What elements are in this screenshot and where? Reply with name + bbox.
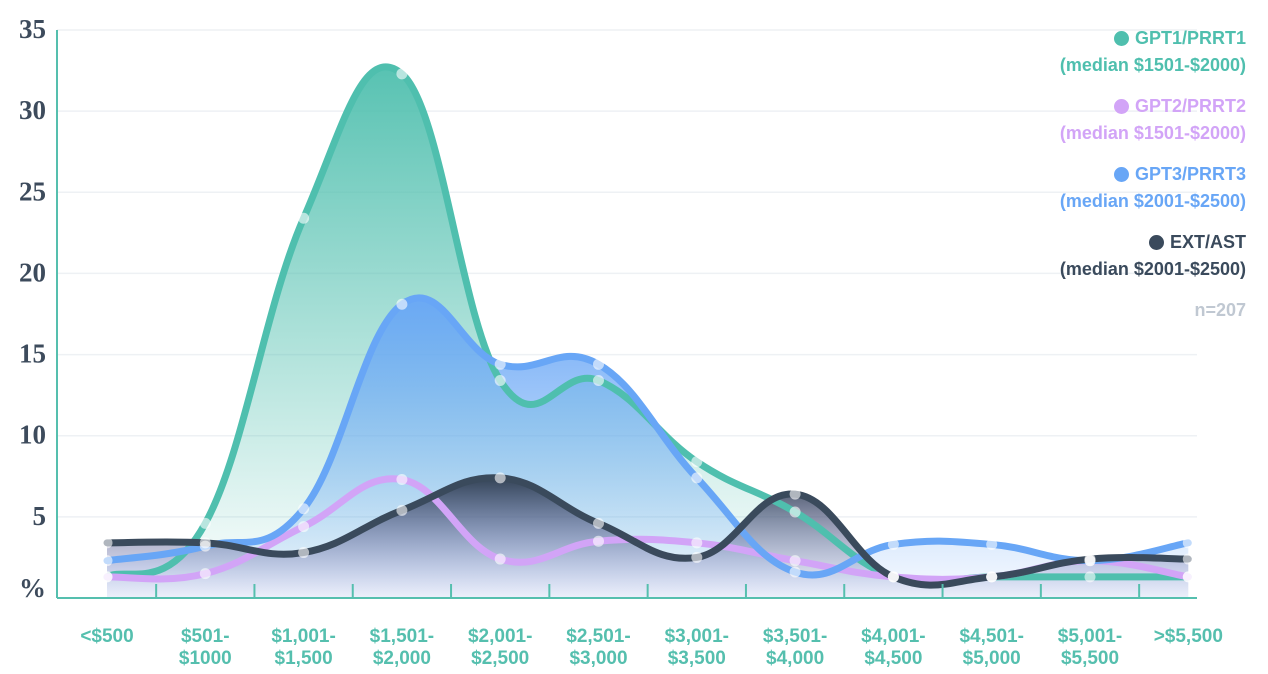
data-point-ext xyxy=(298,547,310,559)
data-point-gpt2 xyxy=(691,537,703,549)
legend-label: EXT/AST xyxy=(1169,232,1246,252)
y-tick-label: 5 xyxy=(33,501,47,531)
data-point-gpt3 xyxy=(789,566,801,578)
y-tick-label: 20 xyxy=(19,257,46,287)
legend-dot-icon xyxy=(1113,31,1129,46)
x-tick-label: $1,501- xyxy=(370,626,434,647)
data-point-gpt3 xyxy=(691,472,703,484)
data-point-ext xyxy=(887,571,899,583)
x-tick-label-line2: $1000 xyxy=(179,648,232,669)
y-tick-labels: % 5 10 15 20 25 30 35 xyxy=(19,14,46,603)
x-tick-label: $5,001- xyxy=(1058,626,1122,647)
data-point-gpt1 xyxy=(199,517,211,529)
x-tick-label: <$500 xyxy=(80,626,133,647)
x-tick-label: $2,001- xyxy=(468,626,532,647)
legend-sublabel: (median $1501-$2000) xyxy=(1059,55,1246,75)
data-point-gpt2 xyxy=(789,555,801,567)
legend-dot-icon xyxy=(1148,235,1164,250)
data-point-gpt2 xyxy=(494,553,506,565)
data-point-gpt3 xyxy=(1182,537,1194,549)
data-point-ext xyxy=(789,488,801,500)
data-point-gpt2 xyxy=(396,474,408,486)
x-tick-label: $3,501- xyxy=(763,626,827,647)
x-tick-label: $501- xyxy=(181,626,230,647)
data-point-ext xyxy=(494,472,506,484)
data-points xyxy=(101,68,1194,583)
data-point-gpt3 xyxy=(887,538,899,550)
data-point-gpt1 xyxy=(789,506,801,518)
legend-dot-icon xyxy=(1113,99,1129,114)
data-point-gpt2 xyxy=(298,521,310,533)
legend-item-gpt1: GPT1/PRRT1 (median $1501-$2000) xyxy=(1060,26,1246,78)
data-point-ext xyxy=(593,517,604,529)
y-tick-label: 35 xyxy=(19,14,46,44)
y-tick-label: 30 xyxy=(19,95,46,125)
y-tick-label: 25 xyxy=(19,176,46,206)
x-tick-label: >$5,500 xyxy=(1154,626,1223,647)
data-point-ext xyxy=(199,537,211,549)
x-tick-labels: <$500 $501-$1000$1,001-$1,500$1,501-$2,00… xyxy=(80,626,1223,669)
legend-label: GPT3/PRRT3 xyxy=(1134,164,1246,184)
series-area-ext xyxy=(107,477,1189,598)
x-tick-label-line2: $2,500 xyxy=(471,648,529,669)
axes xyxy=(56,30,1197,599)
legend-item-ext: EXT/AST (median $2001-$2500) xyxy=(1060,230,1246,282)
data-point-ext xyxy=(1182,553,1194,565)
legend-item-gpt2: GPT2/PRRT2 (median $1501-$2000) xyxy=(1060,94,1246,146)
data-point-gpt1 xyxy=(494,375,506,387)
data-point-gpt3 xyxy=(101,555,113,567)
sample-size-annotation: n=207 xyxy=(1194,300,1246,320)
legend-item-gpt3: GPT3/PRRT3 (median $2001-$2500) xyxy=(1060,162,1246,214)
data-point-ext xyxy=(101,537,113,549)
legend: GPT1/PRRT1 (median $1501-$2000) GPT2/PRR… xyxy=(1060,26,1246,323)
x-tick-label-line2: $3,500 xyxy=(668,648,726,669)
data-point-ext xyxy=(986,571,998,583)
data-point-gpt3 xyxy=(494,358,506,370)
x-tick-label-line2: $4,500 xyxy=(864,648,922,669)
data-point-ext xyxy=(691,551,703,563)
data-point-gpt1 xyxy=(396,68,408,80)
x-tick-label-line2: $5,000 xyxy=(963,648,1021,669)
data-point-gpt2 xyxy=(199,568,211,580)
data-point-ext xyxy=(396,504,408,516)
y-tick-label: 10 xyxy=(19,420,46,450)
legend-dot-icon xyxy=(1113,167,1129,182)
data-point-ext xyxy=(1084,553,1096,565)
data-point-gpt1 xyxy=(593,375,604,387)
x-tick-label-line2: $4,000 xyxy=(766,648,824,669)
y-tick-label: % xyxy=(19,573,46,603)
x-tick-label: $2,501- xyxy=(566,626,630,647)
data-point-gpt3 xyxy=(986,538,998,550)
x-tick-label: $3,001- xyxy=(665,626,729,647)
legend-label: GPT2/PRRT2 xyxy=(1134,96,1246,116)
x-tick-label: $1,001- xyxy=(271,626,335,647)
data-point-gpt3 xyxy=(298,503,310,515)
data-point-gpt3 xyxy=(593,358,604,370)
legend-label: GPT1/PRRT1 xyxy=(1134,28,1246,48)
data-point-gpt3 xyxy=(396,298,408,310)
x-tick-label-line2: $3,000 xyxy=(569,648,627,669)
x-tick-label-line2: $2,000 xyxy=(373,648,431,669)
data-point-gpt2 xyxy=(593,535,604,547)
legend-sublabel: (median $2001-$2500) xyxy=(1059,259,1246,279)
y-tick-label: 15 xyxy=(19,339,46,369)
x-tick-label: $4,001- xyxy=(861,626,925,647)
data-point-gpt2 xyxy=(101,571,113,583)
data-point-gpt1 xyxy=(298,212,310,224)
data-point-gpt1 xyxy=(691,456,703,468)
x-tick-label-line2: $1,500 xyxy=(275,648,333,669)
x-tick-label-line2: $5,500 xyxy=(1061,648,1119,669)
data-point-gpt1 xyxy=(1084,571,1096,583)
legend-sublabel: (median $1501-$2000) xyxy=(1059,123,1246,143)
x-tick-label: $4,501- xyxy=(959,626,1023,647)
legend-sublabel: (median $2001-$2500) xyxy=(1059,191,1246,211)
data-point-gpt2 xyxy=(1182,571,1194,583)
